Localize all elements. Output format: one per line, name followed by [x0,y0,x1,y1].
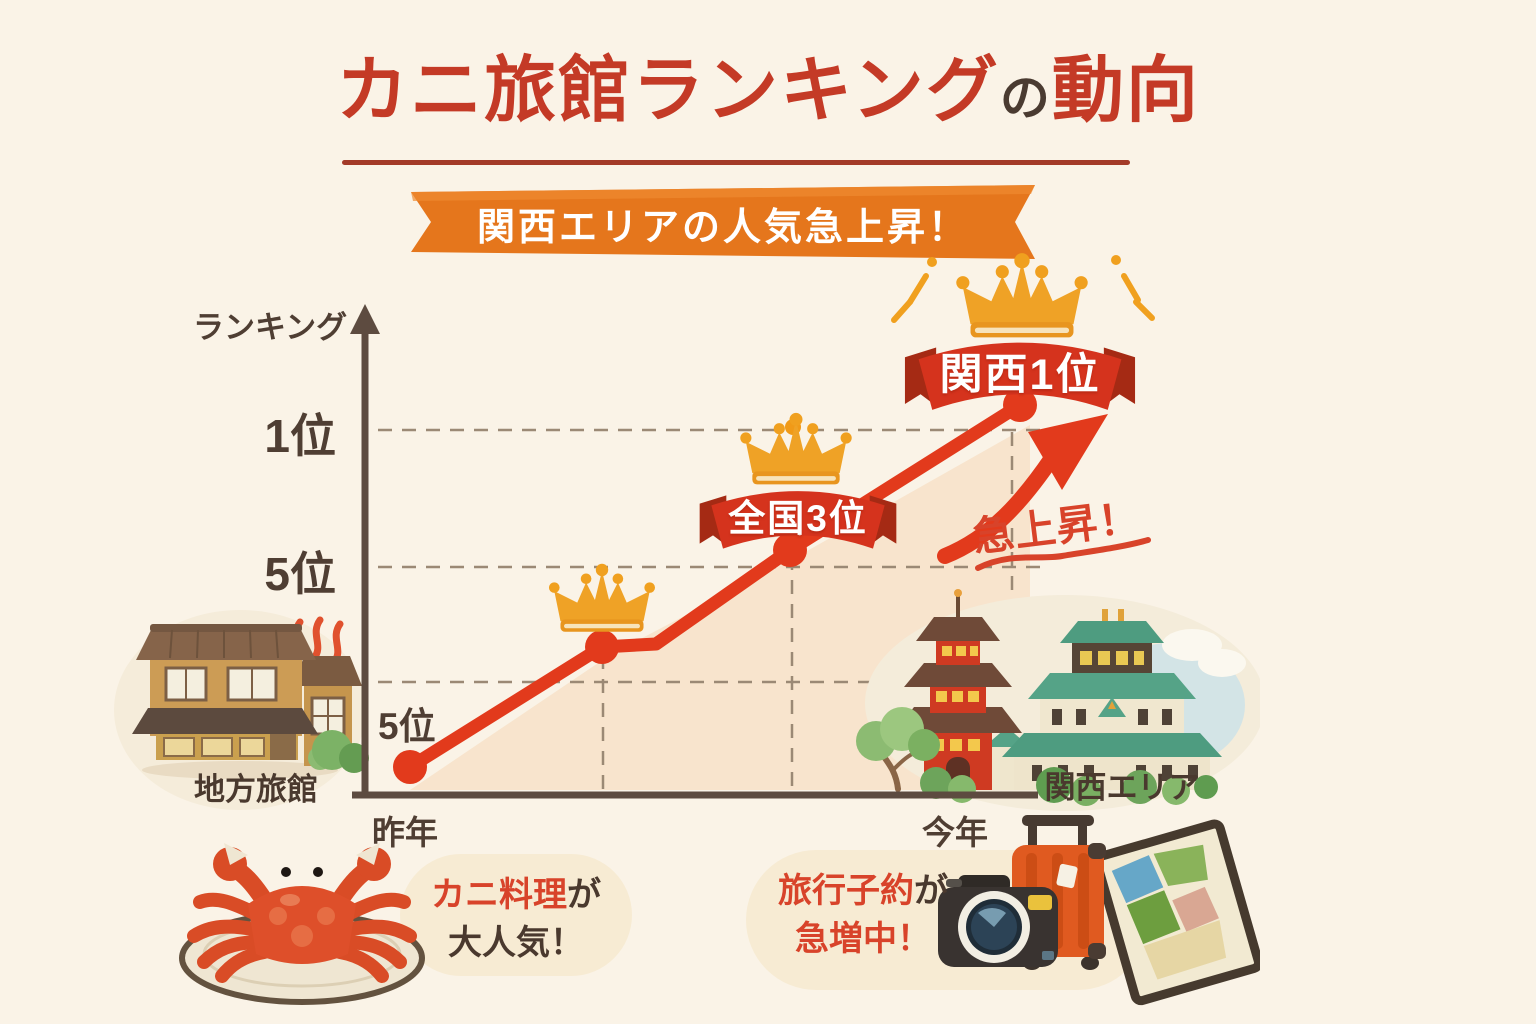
y-axis [350,304,380,798]
crab-plate-illustration [179,843,425,1005]
travel-items-illustration [938,815,1260,1006]
crab-eye [281,867,291,877]
data-point-mid1 [585,630,619,664]
ryokan-ground-shadow [142,761,338,779]
map-icon [1092,819,1260,1006]
y-axis-arrow-icon [350,304,380,334]
x-tick-this-year: 今年 [922,814,988,851]
title-underline [342,160,1130,165]
banner-label: 関西エリアの人気急上昇！ [476,207,969,249]
ryokan-building-main [132,624,318,760]
callout-right-line2: 急増中！ [795,919,931,958]
ribbon-badge-top [904,342,1136,410]
cloud [1162,629,1246,677]
ranking-trend-line [403,398,1027,774]
callout-right-particle: が [914,872,948,910]
crab-icon [187,843,417,983]
page-title: カニ旅館ランキングの動向 [0,51,1536,131]
crown-icon-small [549,563,655,632]
crown-icon-big [956,253,1088,338]
sparkle-icon [891,255,1155,323]
crab-eye [313,867,323,877]
camera-icon [938,875,1058,967]
callout-left-highlight: カニ料理 [431,876,567,914]
callout-right-highlight: 旅行子約 [778,872,914,910]
data-point-last-year [393,750,427,784]
data-point-this-year [1003,388,1037,422]
start-point-label: 5位 [378,706,436,747]
ribbon-badge-mid [699,491,897,549]
callout-left-particle: が [567,876,601,914]
data-point-mid2 [773,533,807,567]
callout-left-line2: 大人気！ [448,923,584,962]
kansai-label: 関西エリア [1044,770,1200,805]
y-tick-rank5: 5位 [264,548,336,600]
callout-right-line1: 旅行子約が [758,868,968,916]
callout-bubble-left [400,854,632,976]
kansai-illustration [856,589,1260,811]
ribbon-label-national-3rd: 全国3位 [728,498,868,539]
ryokan-label: 地方旅館 [194,772,318,807]
banner-ribbon [411,185,1035,259]
surge-underline [975,537,1151,571]
bushes [920,767,1218,806]
ribbon-label-kansai-1st: 関西1位 [939,351,1101,399]
callout-left: カニ料理が 大人気！ [404,872,628,967]
x-tick-last-year: 昨年 [372,814,438,851]
title-main-1: カニ旅館ランキング [336,51,1000,131]
y-axis-title: ランキング [193,310,348,345]
callout-left-line1: カニ料理が [404,872,628,920]
title-main-2: 動向 [1051,51,1200,131]
callout-right: 旅行子約が 急増中！ [758,868,968,963]
crown-icon-mid [740,412,852,485]
ryokan-illustration [114,610,369,810]
surge-arrow-icon [937,414,1108,564]
y-tick-rank1: 1位 [264,410,336,462]
tree [856,707,940,792]
title-particle: の [999,70,1052,126]
